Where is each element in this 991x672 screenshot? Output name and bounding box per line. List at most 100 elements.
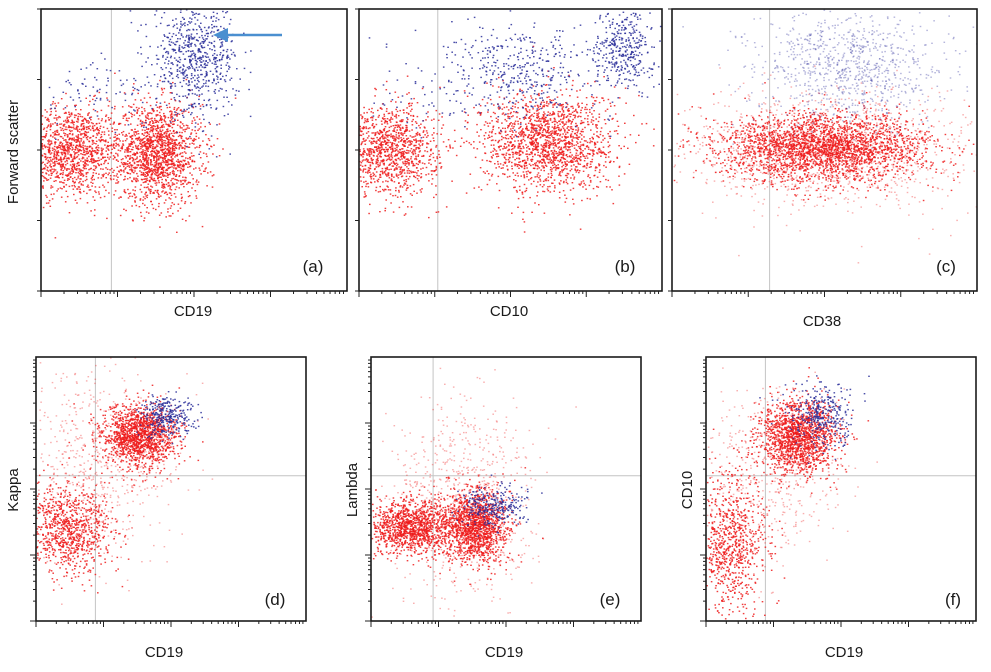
event-dot <box>129 169 131 171</box>
event-dot <box>388 126 391 129</box>
event-dot <box>407 152 410 154</box>
event-dot <box>529 142 532 144</box>
event-dot <box>74 168 76 170</box>
event-dot <box>143 126 145 128</box>
event-dot <box>204 40 206 42</box>
event-dot <box>546 156 549 158</box>
event-dot <box>572 203 575 205</box>
event-dot <box>155 104 157 106</box>
event-dot <box>183 164 185 166</box>
event-dot <box>544 113 546 115</box>
event-dot <box>554 131 557 133</box>
event-dot <box>188 104 190 106</box>
event-dot <box>88 112 90 114</box>
event-dot <box>568 142 570 144</box>
event-dot <box>149 163 152 165</box>
event-dot <box>160 94 163 96</box>
event-dot <box>47 151 50 153</box>
event-dot <box>190 132 193 134</box>
event-dot <box>405 112 408 114</box>
event-dot <box>382 158 385 161</box>
event-dot <box>156 191 158 193</box>
event-dot <box>193 13 196 15</box>
event-dot <box>92 161 94 164</box>
event-dot <box>71 113 73 116</box>
event-dot <box>406 161 408 163</box>
event-dot <box>140 99 142 101</box>
event-dot <box>197 123 199 125</box>
event-dot <box>95 151 97 153</box>
event-dot <box>145 175 148 177</box>
event-dot <box>413 190 415 192</box>
event-dot <box>182 147 185 149</box>
event-dot <box>191 142 194 144</box>
event-dot <box>68 126 71 128</box>
event-dot <box>107 149 110 151</box>
event-dot <box>97 131 100 134</box>
event-dot <box>94 94 96 97</box>
event-dot <box>85 172 88 174</box>
event-dot <box>166 24 169 27</box>
event-dot <box>376 162 379 164</box>
event-dot <box>381 108 383 110</box>
event-dot <box>71 137 73 140</box>
event-dot <box>189 156 191 159</box>
event-dot <box>163 34 165 36</box>
event-dot <box>408 159 410 162</box>
event-dot <box>157 174 160 176</box>
event-dot <box>510 116 513 118</box>
event-dot <box>187 84 190 87</box>
event-dot <box>99 125 102 127</box>
event-dot <box>204 170 206 172</box>
event-dot <box>151 125 153 127</box>
event-dot <box>405 127 407 129</box>
event-dot <box>178 44 181 47</box>
event-dot <box>375 119 377 121</box>
event-dot <box>60 141 62 144</box>
event-dot <box>400 166 403 168</box>
event-dot <box>553 159 555 162</box>
event-dot <box>188 37 191 40</box>
event-dot <box>191 42 193 44</box>
event-dot <box>175 132 177 134</box>
event-dot <box>140 215 143 217</box>
event-dot <box>137 161 140 163</box>
event-dot <box>193 38 195 40</box>
event-dot <box>154 119 156 122</box>
event-dot <box>518 164 521 166</box>
event-dot <box>168 154 171 156</box>
event-dot <box>498 131 501 134</box>
event-dot <box>583 165 586 168</box>
event-dot <box>89 168 92 170</box>
event-dot <box>134 197 137 199</box>
event-dot <box>128 111 130 113</box>
event-dot <box>510 128 512 130</box>
event-dot <box>155 149 158 151</box>
event-dot <box>185 157 187 159</box>
event-dot <box>173 173 175 175</box>
event-dot <box>49 169 52 171</box>
event-dot <box>156 150 159 152</box>
event-dot <box>179 38 181 40</box>
event-dot <box>80 146 83 148</box>
event-dot <box>87 120 89 122</box>
y-axis-ticks <box>37 8 41 292</box>
event-dot <box>385 134 388 137</box>
event-dot <box>565 148 567 150</box>
event-dot <box>166 152 168 154</box>
event-dot <box>151 109 154 111</box>
event-dot <box>464 120 467 122</box>
event-dot <box>87 184 89 186</box>
event-dot <box>422 131 425 133</box>
event-dot <box>179 207 182 209</box>
event-dot <box>96 132 98 135</box>
event-dot <box>557 133 560 135</box>
event-dot <box>385 174 387 176</box>
event-dot <box>194 59 197 61</box>
event-dot <box>542 113 545 116</box>
event-dot <box>561 126 564 128</box>
event-dot <box>147 140 149 143</box>
event-dot <box>148 144 151 146</box>
event-dot <box>185 163 187 166</box>
event-dot <box>483 134 486 137</box>
